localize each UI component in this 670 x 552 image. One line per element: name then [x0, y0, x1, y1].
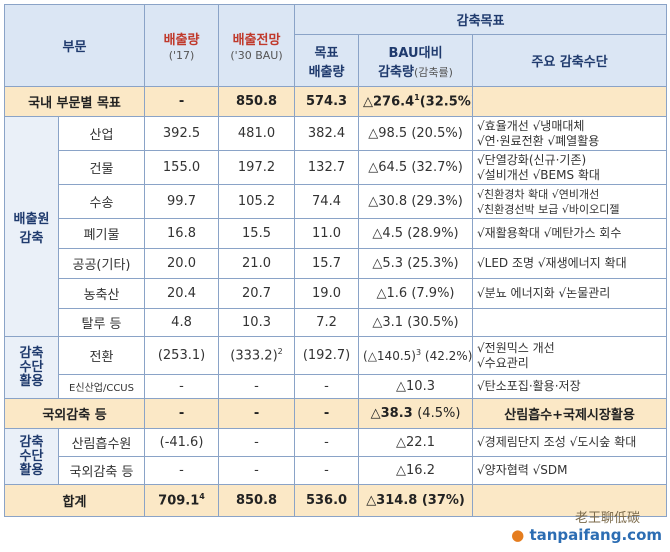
group-emission-source: 배출원 감축: [4, 116, 59, 337]
table-row: E신산업/CCUS - - - △10.3 √탄소포집·활용·저장: [5, 374, 668, 399]
watermark-site: ● tanpaifang.com: [511, 526, 662, 544]
table-row: 수송 99.7 105.2 74.4 △30.8 (29.3%) √친환경차 확…: [5, 184, 668, 219]
header-reduction-goal: 감축목표: [294, 4, 668, 35]
table-row: 폐기물 16.8 15.5 11.0 △4.5 (28.9%) √재활용확대 √…: [5, 218, 668, 249]
table-row: 국외감축 등 - - - △16.2 √양자협력 √SDM: [5, 456, 668, 485]
table-row: 합계 709.14 850.8 536.0 △314.8 (37%): [3, 484, 668, 517]
table-row: 국외감축 등 - - - △38.3 (4.5%) 산림흡수+국제시장활용: [3, 398, 668, 429]
reduction-table: 부문 배출량 ('17) 배출전망 ('30 BAU) 감축목표 목표 배출량 BA…: [3, 4, 668, 517]
group-means-use-1: 감축 수단 활용: [4, 336, 59, 399]
header-bau-reduction: BAU대비 감축량(감축률): [358, 34, 474, 87]
group-means-use-2: 감축 수단 활용: [4, 428, 59, 485]
table-row: 감축 수단 활용 전환 (253.1) (333.2)2 (192.7) (△1…: [4, 336, 668, 399]
table-row: 농축산 20.4 20.7 19.0 △1.6 (7.9%) √분뇨 에너지화 …: [5, 278, 668, 309]
table-row: 탈루 등 4.8 10.3 7.2 △3.1 (30.5%): [5, 308, 668, 337]
table-row: 건물 155.0 197.2 132.7 △64.5 (32.7%) √단열강화…: [5, 150, 668, 185]
table-row: 배출원 감축 산업 392.5 481.0 382.4 △98.5 (20.5%…: [4, 116, 668, 337]
table-row: 국내 부문별 목표 - 850.8 574.3 △276.41(32.5%): [3, 86, 668, 117]
header-forecast: 배출전망 ('30 BAU): [218, 4, 296, 87]
header-target-emission: 목표 배출량: [294, 34, 360, 87]
table-row: 감축 수단 활용 산림흡수원 (-41.6) - - △22.1 √경제림단지 …: [4, 428, 668, 485]
table-row: 공공(기타) 20.0 21.0 15.7 △5.3 (25.3%) √LED …: [5, 248, 668, 279]
watermark-cn: 老王聊低碳: [574, 511, 640, 526]
header-major-means: 주요 감축수단: [472, 34, 668, 87]
header-sector: 부문: [3, 4, 146, 87]
header-emission: 배출량 ('17): [144, 4, 220, 87]
